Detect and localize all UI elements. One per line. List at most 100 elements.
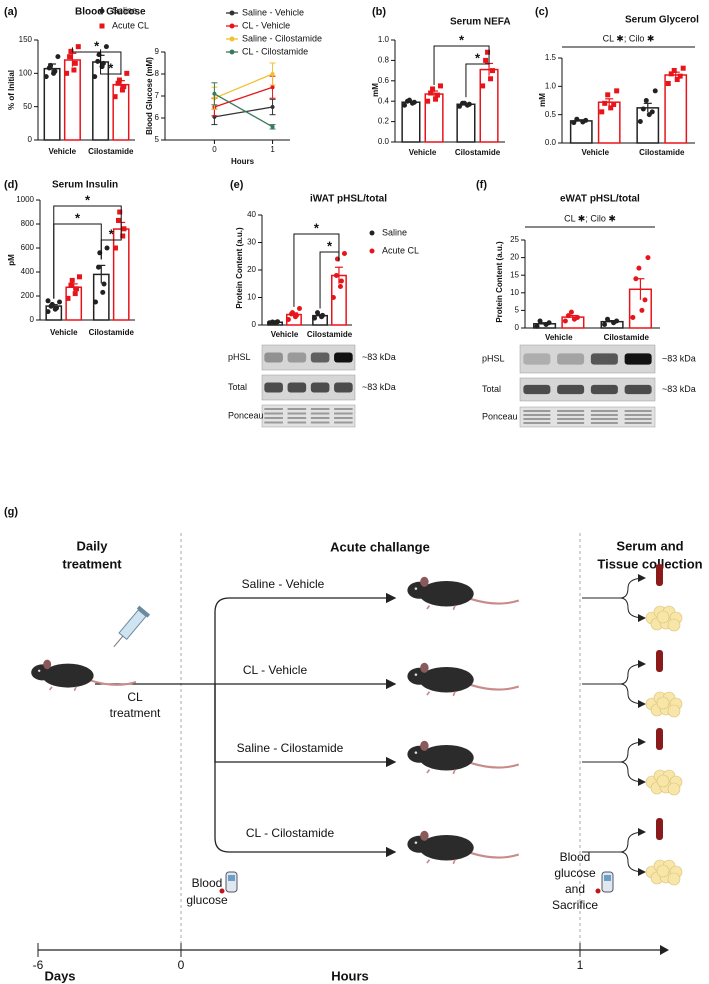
- chart-title: Blood Glucose: [75, 7, 146, 18]
- bar: [43, 67, 61, 141]
- data-point: [665, 81, 671, 86]
- data-point: [285, 317, 291, 322]
- data-point: [461, 100, 467, 106]
- timeline-arrow: [660, 945, 669, 955]
- y-tick-label: 8: [155, 69, 160, 78]
- data-point: [608, 105, 614, 111]
- blot-band: [624, 414, 652, 416]
- glucometer-screen: [604, 875, 611, 881]
- blot-band: [310, 408, 330, 410]
- data-point: [640, 106, 646, 112]
- data-point: [270, 72, 275, 76]
- column-title: Daily: [76, 538, 108, 553]
- data-point: [315, 310, 321, 316]
- collection-branch: [619, 683, 646, 708]
- data-point: [64, 70, 70, 76]
- column-title: Serum and: [616, 538, 683, 553]
- y-tick-label: 9: [155, 47, 160, 56]
- y-tick-label: 20: [510, 253, 519, 262]
- data-point: [330, 295, 336, 300]
- fat-cell: [656, 864, 670, 878]
- mouse-eye: [38, 669, 41, 672]
- data-point: [271, 320, 277, 326]
- blood-drop: [219, 888, 225, 894]
- glucose-label: Sacrifice: [552, 898, 598, 912]
- y-tick-label: 5: [155, 135, 160, 144]
- blot-band: [523, 410, 551, 412]
- blot-label: pHSL: [228, 352, 251, 362]
- panel-label: (e): [230, 179, 244, 191]
- data-point: [480, 83, 486, 89]
- significance-label: *: [327, 238, 333, 253]
- significance-bracket: [100, 216, 122, 260]
- data-point: [57, 299, 63, 305]
- data-point: [52, 68, 58, 74]
- data-point: [425, 98, 431, 104]
- blot-band: [624, 410, 652, 412]
- blot-band: [287, 382, 307, 393]
- x-tick-label: Cilostamide: [88, 147, 134, 156]
- data-point: [639, 307, 645, 313]
- legend-label: Acute CL: [382, 245, 419, 255]
- blot-band: [310, 352, 330, 363]
- blot-band: [590, 384, 618, 395]
- data-point: [76, 274, 82, 280]
- data-point: [270, 105, 275, 109]
- y-tick-label: 1.0: [545, 81, 557, 90]
- data-point: [116, 77, 122, 83]
- blot-band: [310, 417, 330, 419]
- blot-band: [557, 414, 585, 416]
- blot-label: Total: [228, 382, 247, 392]
- mouse-ear: [43, 659, 52, 670]
- blot-band: [310, 421, 330, 424]
- mouse-body: [419, 666, 474, 693]
- fat-cell: [656, 774, 670, 788]
- bar: [456, 103, 476, 143]
- blot-size: ~83 kDa: [662, 384, 696, 394]
- panel-label: (g): [4, 506, 18, 518]
- fat-tissue: [645, 859, 683, 886]
- legend-label: Saline - Vehicle: [242, 7, 304, 17]
- data-point: [605, 92, 611, 98]
- panel-label: (a): [4, 6, 18, 18]
- mouse-icon: [407, 576, 520, 611]
- panel-label: (f): [476, 179, 487, 191]
- data-point: [649, 109, 655, 115]
- data-point: [69, 277, 75, 283]
- data-point: [605, 316, 611, 322]
- data-point: [630, 314, 636, 320]
- y-tick-label: 5: [515, 306, 520, 315]
- data-point: [402, 102, 408, 108]
- y-axis-label: Blood Glucose (mM): [145, 57, 154, 135]
- data-point: [112, 94, 118, 100]
- data-point: [92, 74, 98, 80]
- data-point: [333, 273, 339, 278]
- y-tick-label: 50: [23, 102, 32, 111]
- panel-label: (c): [535, 6, 549, 18]
- data-point: [68, 282, 74, 288]
- glucose-label: Blood: [192, 876, 223, 890]
- blot-label: Total: [482, 384, 501, 394]
- mouse-feet: [426, 605, 456, 611]
- data-point: [645, 255, 651, 261]
- fat-cell: [656, 696, 670, 710]
- blot-band: [624, 384, 652, 395]
- blot-band: [334, 417, 353, 419]
- legend-label: CL - Cilostamide: [242, 46, 308, 56]
- mouse-body: [419, 580, 474, 607]
- legend-marker: [99, 8, 105, 14]
- significance-bracket: [100, 49, 122, 75]
- blot-band: [624, 418, 652, 420]
- chart-title: Serum Glycerol: [625, 15, 699, 26]
- significance-label: *: [109, 226, 115, 241]
- blot-label: Ponceau: [482, 411, 518, 421]
- data-point: [428, 90, 434, 96]
- bar: [401, 101, 421, 143]
- data-point: [103, 44, 109, 50]
- series-line: [214, 93, 273, 128]
- data-point: [341, 251, 347, 256]
- data-point: [483, 57, 489, 63]
- blot-band: [334, 412, 353, 415]
- group-label: CL - Cilostamide: [246, 826, 335, 840]
- mouse-icon: [407, 662, 520, 697]
